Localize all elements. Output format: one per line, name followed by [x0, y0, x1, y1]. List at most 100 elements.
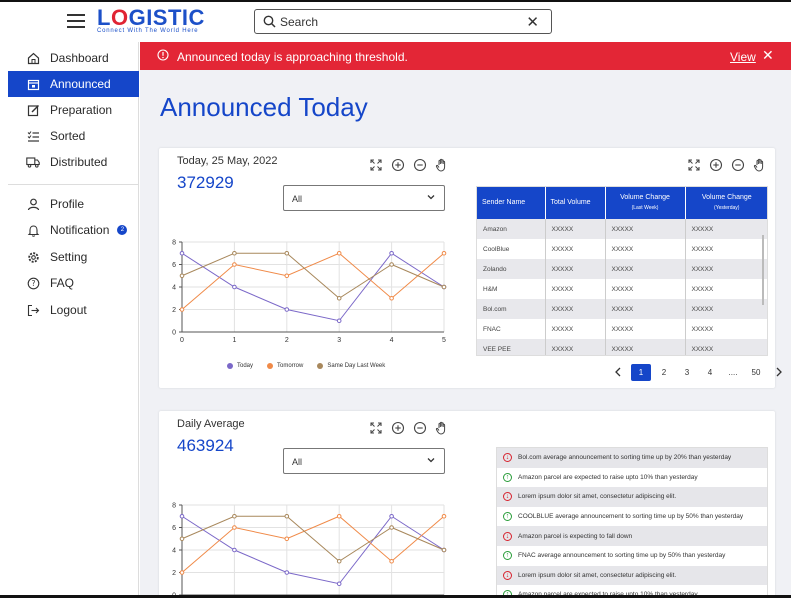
- series-line[interactable]: [181, 515, 445, 562]
- data-point[interactable]: [179, 307, 185, 312]
- data-point[interactable]: [232, 513, 237, 519]
- expand-icon[interactable]: [369, 158, 383, 172]
- expand-icon[interactable]: [687, 158, 701, 172]
- filter-dropdown[interactable]: All: [283, 185, 445, 211]
- hamburger-menu-icon[interactable]: [67, 14, 85, 28]
- data-point[interactable]: [179, 513, 185, 519]
- zoom-out-icon[interactable]: [413, 421, 427, 435]
- data-point[interactable]: [441, 250, 447, 256]
- page-button-current[interactable]: 1: [631, 364, 651, 381]
- data-point[interactable]: [284, 513, 290, 519]
- page-button[interactable]: 50: [751, 368, 761, 377]
- zoom-in-icon[interactable]: [391, 421, 405, 435]
- legend-item-today[interactable]: Today: [227, 363, 253, 369]
- data-point[interactable]: [284, 250, 290, 256]
- notification-item[interactable]: ↓ Bol.com average announcement to sorting…: [497, 448, 767, 468]
- legend-item-same-day-last-week[interactable]: Same Day Last Week: [317, 363, 385, 369]
- data-point[interactable]: [179, 570, 185, 575]
- data-point[interactable]: [284, 570, 290, 575]
- data-point[interactable]: [179, 536, 185, 542]
- data-point[interactable]: [389, 295, 394, 301]
- column-header[interactable]: Total Volume: [545, 187, 606, 219]
- column-header[interactable]: Volume Change (Last Week): [605, 187, 686, 219]
- notification-item[interactable]: ↓ Lorem ipsum dolor sit amet, consectetur…: [497, 565, 767, 586]
- sidebar-item-setting[interactable]: Setting: [8, 244, 139, 270]
- data-point[interactable]: [441, 547, 447, 553]
- table-row[interactable]: VEE PEE XXXXX XXXXX XXXXX: [477, 339, 767, 355]
- series-line[interactable]: [181, 252, 445, 299]
- search-box[interactable]: Search ✕: [254, 9, 552, 34]
- notification-item[interactable]: ↑ Amazon parcel are expected to raise upt…: [497, 468, 767, 488]
- table-scrollbar[interactable]: [762, 235, 764, 305]
- notification-item[interactable]: ↓ Amazon parcel is expecting to fall down: [497, 526, 767, 546]
- page-button[interactable]: 2: [661, 368, 667, 377]
- data-point[interactable]: [389, 513, 394, 519]
- zoom-out-icon[interactable]: [731, 158, 745, 172]
- notification-item[interactable]: ↓ Lorem ipsum dolor sit amet, consectetur…: [497, 487, 767, 507]
- data-point[interactable]: [284, 536, 290, 542]
- table-row[interactable]: CoolBlue XXXXX XXXXX XXXXX: [477, 239, 767, 259]
- data-point[interactable]: [336, 295, 342, 301]
- data-point[interactable]: [441, 284, 447, 290]
- data-point[interactable]: [441, 513, 447, 519]
- expand-icon[interactable]: [369, 421, 383, 435]
- column-header[interactable]: Volume Change (Yesterday): [685, 187, 767, 219]
- legend-item-tomorrow[interactable]: Tomorrow: [267, 363, 303, 369]
- data-point[interactable]: [232, 284, 237, 290]
- data-point[interactable]: [232, 250, 237, 256]
- sidebar-item-distributed[interactable]: Distributed: [8, 149, 139, 175]
- column-header[interactable]: Sender Name: [477, 187, 546, 219]
- page-button[interactable]: 3: [684, 368, 690, 377]
- sidebar-item-sorted[interactable]: Sorted: [8, 123, 139, 149]
- filter-dropdown[interactable]: All: [283, 448, 445, 474]
- data-point[interactable]: [179, 250, 185, 256]
- data-point[interactable]: [179, 273, 185, 279]
- data-point[interactable]: [284, 273, 290, 279]
- alert-view-link[interactable]: View: [730, 50, 756, 64]
- table-row[interactable]: FNAC XXXXX XXXXX XXXXX: [477, 319, 767, 339]
- pan-hand-icon[interactable]: [435, 421, 449, 435]
- search-input[interactable]: Search: [280, 15, 319, 29]
- data-point[interactable]: [232, 262, 237, 267]
- zoom-in-icon[interactable]: [709, 158, 723, 172]
- data-point[interactable]: [389, 525, 394, 530]
- data-point[interactable]: [389, 262, 394, 267]
- alert-close-icon[interactable]: ✕: [762, 47, 774, 63]
- clear-search-icon[interactable]: ✕: [526, 14, 539, 31]
- data-point[interactable]: [232, 525, 237, 530]
- notification-item[interactable]: ↑ Amazon parcel are expected to raise upt…: [497, 585, 767, 595]
- series-line[interactable]: [181, 252, 445, 322]
- series-line[interactable]: [181, 252, 445, 310]
- data-point[interactable]: [336, 558, 342, 564]
- sidebar-item-preparation[interactable]: Preparation: [8, 97, 139, 123]
- sidebar-item-faq[interactable]: ? FAQ: [8, 270, 139, 296]
- series-line[interactable]: [181, 515, 445, 573]
- data-point[interactable]: [389, 250, 394, 256]
- sidebar-item-dashboard[interactable]: Dashboard: [8, 45, 139, 71]
- next-page-icon[interactable]: [769, 367, 789, 379]
- table-row[interactable]: H&M XXXXX XXXXX XXXXX: [477, 279, 767, 299]
- data-point[interactable]: [336, 581, 342, 587]
- data-point[interactable]: [336, 513, 342, 519]
- sidebar-item-profile[interactable]: Profile: [8, 191, 139, 217]
- logo[interactable]: LOGISTIC Connect With The World Here: [97, 6, 205, 35]
- page-button[interactable]: 4: [707, 368, 713, 377]
- sidebar-item-notification[interactable]: Notification 2: [8, 217, 139, 243]
- data-point[interactable]: [284, 307, 290, 312]
- table-row[interactable]: Zolando XXXXX XXXXX XXXXX: [477, 259, 767, 279]
- pan-hand-icon[interactable]: [435, 158, 449, 172]
- notification-item[interactable]: ↑ FNAC average announcement to sorting ti…: [497, 546, 767, 566]
- zoom-in-icon[interactable]: [391, 158, 405, 172]
- data-point[interactable]: [389, 558, 394, 564]
- sidebar-item-announced[interactable]: Announced: [8, 71, 139, 97]
- table-row[interactable]: Amazon XXXXX XXXXX XXXXX: [477, 219, 767, 239]
- prev-page-icon[interactable]: [608, 367, 628, 379]
- data-point[interactable]: [336, 318, 342, 324]
- sidebar-item-logout[interactable]: Logout: [8, 297, 139, 323]
- series-line[interactable]: [181, 515, 445, 585]
- zoom-out-icon[interactable]: [413, 158, 427, 172]
- pan-hand-icon[interactable]: [753, 158, 767, 172]
- data-point[interactable]: [336, 250, 342, 256]
- table-row[interactable]: Bol.com XXXXX XXXXX XXXXX: [477, 299, 767, 319]
- data-point[interactable]: [232, 547, 237, 553]
